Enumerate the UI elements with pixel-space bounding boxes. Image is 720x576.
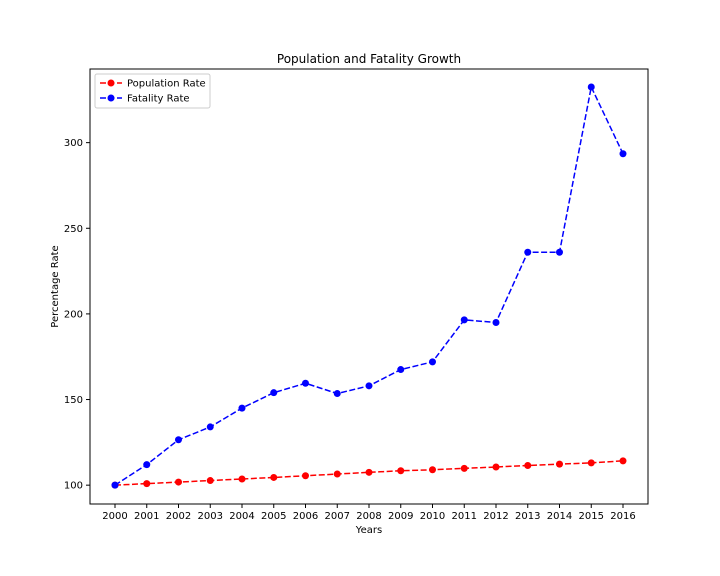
data-point <box>587 83 595 91</box>
x-tick-label: 2003 <box>198 511 223 522</box>
data-point <box>111 481 119 489</box>
data-point <box>238 475 246 483</box>
y-axis-label: Percentage Rate <box>50 245 61 327</box>
data-point <box>492 463 500 471</box>
chart-title: Population and Fatality Growth <box>277 52 461 66</box>
y-axis: 100 150 200 250 300 <box>64 138 90 492</box>
data-point <box>302 379 309 387</box>
x-tick-label: 2008 <box>356 511 381 522</box>
x-tick-label: 2014 <box>547 511 572 522</box>
x-tick-label: 2013 <box>515 511 540 522</box>
x-tick-label: 2004 <box>229 511 254 522</box>
legend-label: Fatality Rate <box>127 94 190 105</box>
y-tick-label: 250 <box>64 224 83 235</box>
series-layer <box>111 83 627 489</box>
legend-marker <box>107 79 115 87</box>
x-tick-label: 2005 <box>261 511 286 522</box>
data-point <box>365 382 373 390</box>
data-point <box>619 457 627 465</box>
data-point <box>397 366 405 374</box>
data-point <box>492 318 500 326</box>
data-point <box>460 316 468 324</box>
data-point <box>270 473 278 481</box>
x-tick-label: 2006 <box>293 511 318 522</box>
data-point <box>365 468 373 476</box>
x-tick-label: 2015 <box>579 511 604 522</box>
data-point <box>556 460 563 468</box>
x-axis: 2000 2001 2002 2003 2004 2005 2006 2007 2008 2009… <box>102 504 636 522</box>
legend: Population Rate Fatality Rate <box>94 73 211 109</box>
data-point <box>175 436 182 444</box>
y-tick-label: 150 <box>64 395 83 406</box>
x-axis-label: Years <box>355 525 382 536</box>
data-point <box>302 472 309 480</box>
data-point <box>333 470 341 478</box>
data-point <box>429 466 436 474</box>
x-tick-label: 2001 <box>134 511 159 522</box>
data-point <box>206 423 214 431</box>
data-point <box>429 358 436 366</box>
legend-label: Population Rate <box>127 79 206 90</box>
data-point <box>587 459 595 467</box>
data-point <box>143 480 151 488</box>
x-tick-label: 2010 <box>420 511 445 522</box>
data-point <box>460 464 468 472</box>
x-tick-label: 2012 <box>483 511 508 522</box>
data-point <box>270 389 278 397</box>
x-tick-label: 2009 <box>388 511 413 522</box>
x-tick-label: 2007 <box>325 511 350 522</box>
data-point <box>206 477 214 485</box>
data-point <box>143 461 151 469</box>
data-point <box>333 390 341 398</box>
data-point <box>556 248 563 256</box>
legend-box <box>94 73 211 109</box>
x-tick-label: 2000 <box>102 511 127 522</box>
plot-frame <box>89 68 649 505</box>
data-point <box>397 467 405 475</box>
x-tick-label: 2016 <box>610 511 635 522</box>
data-point <box>175 478 182 486</box>
y-tick-label: 200 <box>64 309 83 320</box>
y-tick-label: 100 <box>64 481 83 492</box>
x-tick-label: 2011 <box>452 511 477 522</box>
data-point <box>524 248 532 256</box>
data-point <box>238 404 246 412</box>
data-point <box>619 150 627 158</box>
y-tick-label: 300 <box>64 138 83 149</box>
series-fatality-rate <box>111 83 627 489</box>
data-point <box>524 461 532 469</box>
x-tick-label: 2002 <box>166 511 191 522</box>
legend-marker <box>107 94 115 102</box>
